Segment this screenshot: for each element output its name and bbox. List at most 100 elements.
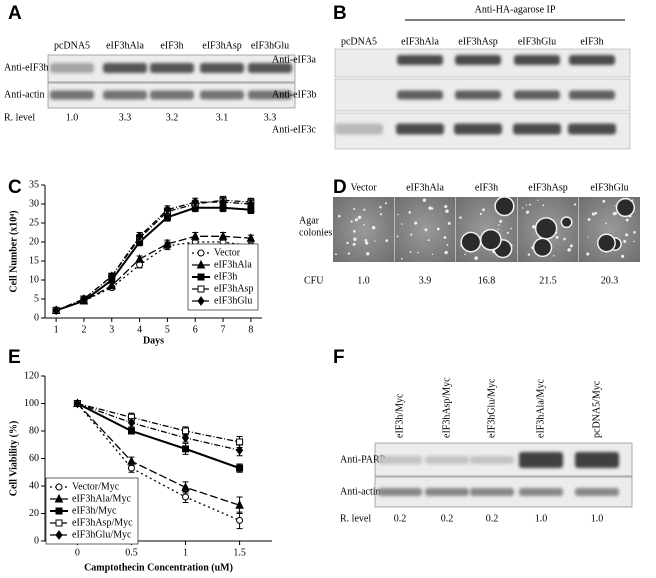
ip-header: Anti-HA-agarose IP (475, 4, 556, 15)
marker (136, 261, 144, 269)
legend-label: Vector/Myc (72, 481, 120, 492)
legend-label: eIF3hAsp (214, 283, 253, 294)
blot-band (514, 90, 560, 100)
blot-band (378, 488, 422, 496)
y-tick-label: 10 (29, 274, 39, 285)
marker (80, 294, 88, 304)
colony-dot (525, 204, 528, 206)
series-line (55, 201, 251, 312)
legend-label: eIF3hGlu (214, 295, 252, 306)
colony-dot (537, 199, 539, 201)
colony-dot (594, 211, 598, 215)
colony-dot (424, 228, 428, 232)
blot-band (200, 63, 244, 73)
colony-dot (400, 223, 403, 225)
colony-dot (445, 209, 449, 213)
marker (246, 233, 256, 242)
level-label: R. level (340, 513, 371, 524)
colony-dot (499, 219, 503, 223)
lane-label: eIF3hAsp/Myc (441, 377, 452, 438)
level-value: 3.1 (216, 112, 229, 123)
colony-dot (631, 199, 634, 201)
colony-dot (459, 216, 462, 219)
colony-dot (354, 218, 359, 222)
colony-dot (542, 204, 545, 207)
colony-dot (443, 236, 447, 239)
legend-label: eIF3hAla (214, 259, 252, 270)
level-value: 3.3 (264, 112, 277, 123)
lane-label: eIF3hAsp (528, 182, 567, 193)
colony-dot (633, 240, 635, 243)
lane-label: eIF3h/Myc (394, 393, 405, 438)
panel-letter: E (8, 347, 21, 368)
marker (197, 285, 205, 293)
lane-label: Vector (350, 182, 377, 193)
blot-band (513, 123, 561, 135)
blot-band (568, 123, 616, 135)
x-tick-label: 2 (81, 324, 86, 335)
blot-band (150, 90, 194, 100)
lane-label: eIF3h (475, 182, 498, 193)
marker (191, 197, 199, 207)
colony-dot (431, 253, 434, 256)
lane-label: pcDNA5/Myc (591, 380, 602, 438)
lane-label: pcDNA5 (341, 36, 377, 47)
y-tick-label: 60 (29, 453, 39, 464)
marker (218, 231, 228, 240)
colony-dot (396, 235, 399, 238)
blot-band (455, 55, 501, 65)
colony-dot (563, 237, 566, 241)
blot-band (454, 123, 502, 135)
colony-dot (591, 212, 595, 216)
level-value: 0.2 (394, 513, 407, 524)
y-tick-label: 0 (34, 312, 39, 323)
y-tick-label: 40 (29, 480, 39, 491)
y-tick-label: 20 (29, 508, 39, 519)
colony-dot (427, 239, 430, 242)
lane-label: pcDNA5 (54, 40, 90, 51)
marker (52, 305, 60, 316)
colony-dot (337, 214, 341, 218)
blot-band (575, 488, 619, 496)
series-line (76, 402, 240, 470)
colony-dot (384, 202, 388, 205)
blot-band (569, 55, 615, 65)
level-value: 1.0 (66, 112, 79, 123)
row-label: Anti-eIF3a (272, 54, 316, 65)
row-label: colonies (299, 227, 332, 238)
marker (219, 197, 227, 207)
colony-dot (625, 233, 629, 237)
marker (127, 427, 135, 435)
marker (55, 519, 63, 527)
colony-dot (414, 221, 418, 225)
x-tick-label: 8 (248, 324, 253, 335)
colony-dot (347, 252, 350, 255)
colony-dot (374, 240, 376, 242)
colony-dot (587, 218, 591, 222)
colony (598, 235, 615, 251)
colony-dot (335, 253, 337, 256)
marker (190, 231, 200, 240)
lane-label: eIF3hGlu (518, 36, 556, 47)
colony (481, 230, 501, 250)
y-axis-label: Cell Number (x10⁴) (8, 210, 19, 292)
marker (108, 271, 116, 282)
colony (495, 197, 514, 215)
panel-letter: D (333, 177, 347, 198)
blot-band (455, 90, 501, 100)
series-line (76, 403, 240, 506)
cfu-value: 20.3 (601, 275, 619, 286)
marker (197, 296, 205, 306)
x-tick-label: 7 (221, 324, 226, 335)
blot-band (425, 456, 469, 464)
colony-dot (464, 253, 466, 255)
level-label: R. level (4, 112, 35, 123)
y-tick-label: 5 (34, 293, 39, 304)
x-axis-label: Days (143, 335, 164, 346)
colony-dot (417, 252, 419, 254)
x-tick-label: 1.5 (233, 547, 246, 558)
colony-dot (409, 251, 412, 253)
colony-dot (410, 233, 413, 236)
blot-band (335, 123, 383, 135)
